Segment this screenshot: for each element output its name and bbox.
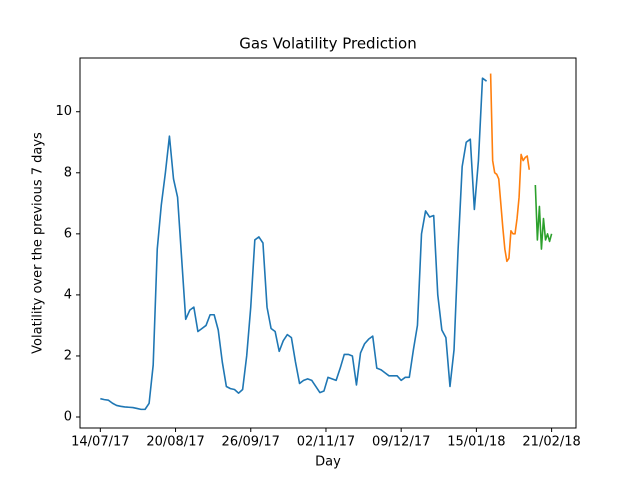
plot-frame	[79, 57, 577, 429]
x-axis-label: Day	[315, 455, 341, 470]
data-line	[100, 77, 488, 411]
y-tick-label: 4	[64, 287, 72, 302]
y-tick-label: 8	[64, 165, 72, 180]
chart-title: Gas Volatility Prediction	[239, 35, 416, 53]
y-tick-label: 2	[64, 348, 72, 363]
x-tick-label: 26/09/17	[222, 435, 280, 450]
x-tick-label: 20/08/17	[146, 435, 204, 450]
data-line	[534, 184, 553, 250]
x-tick-label: 21/02/18	[522, 435, 580, 450]
y-tick-label: 10	[55, 104, 72, 119]
x-tick-label: 09/12/17	[372, 435, 430, 450]
x-tick-label: 15/01/18	[447, 435, 505, 450]
y-tick-label: 0	[64, 410, 72, 425]
y-axis-label: Volatility over the previous 7 days	[31, 132, 46, 354]
x-tick-label: 14/07/17	[71, 435, 129, 450]
data-line	[489, 73, 531, 263]
y-tick-label: 6	[64, 226, 72, 241]
x-tick-label: 02/11/17	[297, 435, 355, 450]
